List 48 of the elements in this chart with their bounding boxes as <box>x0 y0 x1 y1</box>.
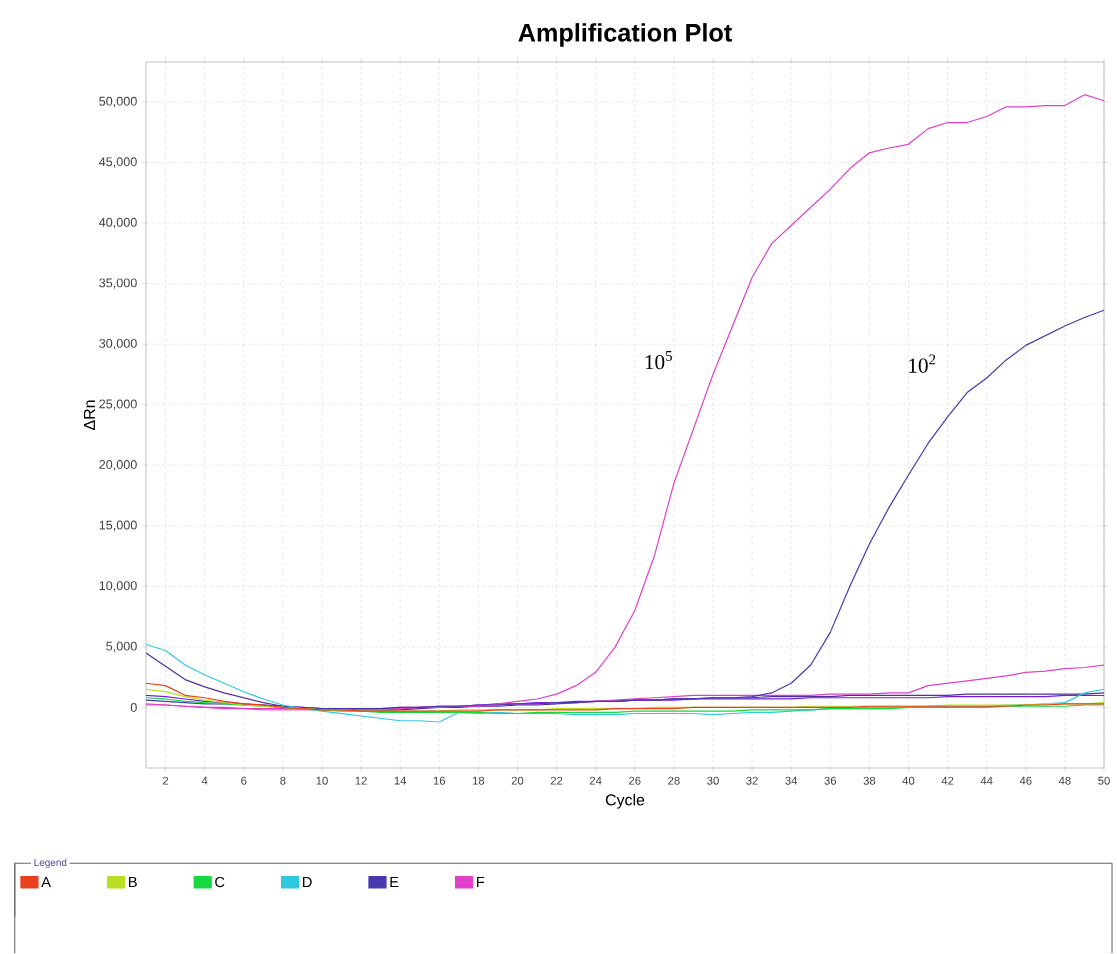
y-tick-label: 30,000 <box>99 339 137 350</box>
x-tick-label: 48 <box>1058 776 1071 785</box>
x-tick-label: 38 <box>863 776 876 785</box>
x-tick-label: 36 <box>824 776 837 785</box>
x-tick-label: 34 <box>785 776 798 785</box>
y-tick-label: 10,000 <box>99 581 137 592</box>
x-tick-label: 26 <box>629 776 641 785</box>
x-tick-label: 44 <box>980 776 993 785</box>
y-axis-title: ΔRn <box>83 400 95 431</box>
x-tick-label: 20 <box>511 776 524 785</box>
y-tick-label: 50,000 <box>99 96 137 108</box>
x-tick-label: 42 <box>941 776 954 785</box>
x-tick-label: 4 <box>201 776 208 785</box>
x-tick-label: 6 <box>241 776 247 785</box>
annotation: 10$^{2}$ <box>909 354 936 374</box>
x-tick-label: 32 <box>746 776 758 785</box>
x-axis-title: Cycle <box>605 794 645 809</box>
x-tick-label: 16 <box>433 776 446 785</box>
legend-label: F <box>477 877 485 888</box>
y-tick-label: 5,000 <box>106 641 137 653</box>
x-tick-label: 40 <box>902 776 915 785</box>
x-tick-label: 50 <box>1098 776 1110 785</box>
x-tick-label: 14 <box>394 776 407 785</box>
y-tick-label: 15,000 <box>99 520 137 532</box>
legend-label: C <box>215 877 225 888</box>
x-tick-label: 22 <box>550 776 563 785</box>
legend-label: A <box>41 877 51 888</box>
x-tick-label: 46 <box>1019 776 1032 785</box>
legend-title: Legend <box>34 858 67 869</box>
legend-label: B <box>129 877 137 888</box>
y-tick-label: 0 <box>130 703 137 713</box>
x-tick-label: 18 <box>472 776 485 785</box>
x-tick-label: 2 <box>162 776 169 785</box>
y-tick-label: 35,000 <box>99 278 137 290</box>
annotation: 10$^{5}$ <box>645 351 672 370</box>
y-tick-label: 45,000 <box>99 157 137 168</box>
x-tick-label: 8 <box>280 776 286 785</box>
chart-title: Amplification Plot <box>518 23 732 47</box>
x-tick-label: 28 <box>668 776 680 785</box>
x-tick-label: 12 <box>355 776 367 785</box>
y-tick-label: 40,000 <box>99 218 137 229</box>
legend-label: D <box>303 877 312 888</box>
x-tick-label: 10 <box>316 776 328 785</box>
legend-label: E <box>390 877 399 888</box>
x-tick-label: 30 <box>707 776 719 785</box>
y-tick-label: 20,000 <box>99 460 137 471</box>
y-tick-label: 25,000 <box>99 399 137 411</box>
x-tick-label: 24 <box>589 776 602 785</box>
